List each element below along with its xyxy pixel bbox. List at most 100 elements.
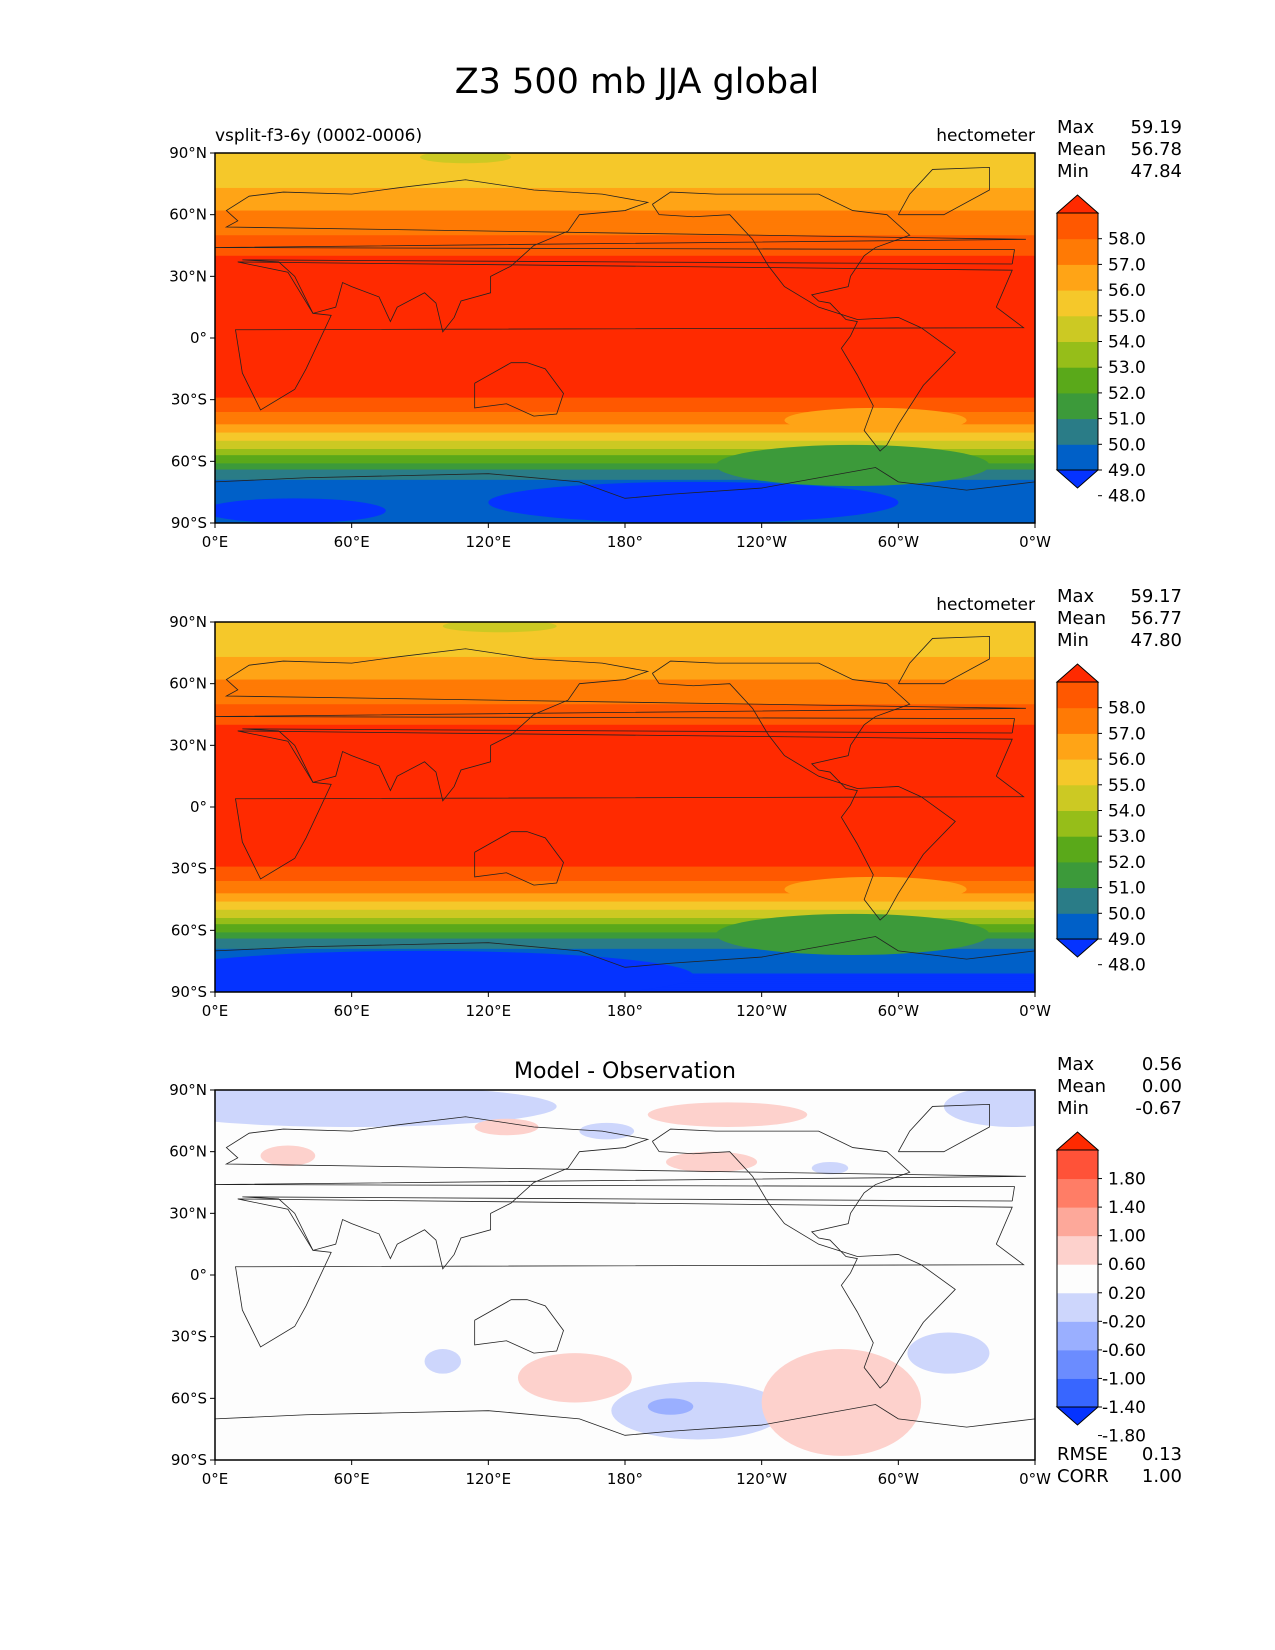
- stat-value: 59.17: [1130, 586, 1182, 607]
- y-tick-label: 60°N: [169, 1143, 207, 1161]
- field-band: [215, 700, 1035, 703]
- colorbar-segment: [1057, 913, 1098, 940]
- field-band: [215, 689, 1035, 693]
- figure-title: Z3 500 mb JJA global: [455, 62, 820, 102]
- field-band: [215, 342, 1035, 345]
- field-band: [215, 368, 1035, 372]
- coastline: [215, 179, 1026, 333]
- colorbar-label: 0.60: [1108, 1255, 1146, 1275]
- field-band: [215, 227, 1035, 230]
- x-tick-label: 120°W: [736, 533, 787, 551]
- field-band: [215, 272, 1035, 275]
- colorbar: 58.0 57.0 56.0 55.0 54.0 53.0 52.0 51.0 50.0 49.0…: [1055, 194, 1146, 507]
- field-band: [215, 379, 1035, 382]
- stat-name: Mean: [1057, 1076, 1106, 1097]
- field-band: [215, 298, 1035, 302]
- field-band: [215, 473, 1035, 477]
- stat-name: Min: [1057, 630, 1089, 651]
- field-band: [215, 850, 1035, 853]
- field-band: [215, 669, 1035, 672]
- coastline: [897, 635, 990, 685]
- colorbar-extend-high: [1055, 1131, 1100, 1151]
- colorbar-label: 1.00: [1108, 1227, 1146, 1247]
- field-band: [215, 403, 1035, 407]
- field-band: [215, 438, 1035, 442]
- field-band: [215, 350, 1035, 353]
- field-band: [215, 366, 1035, 370]
- field-band: [215, 177, 1035, 181]
- field-band: [215, 679, 1035, 683]
- field-band: [215, 944, 1035, 948]
- field-band: [215, 644, 1035, 648]
- field-band: [215, 194, 1035, 197]
- y-tick-label: 60°S: [171, 452, 207, 470]
- field-band: [215, 202, 1035, 205]
- field-anomaly: [611, 1381, 785, 1440]
- coastline: [215, 936, 1035, 992]
- field-band: [215, 903, 1035, 907]
- field-band: [215, 893, 1035, 896]
- panel-2: 0°E 60°E 120°E 180° 120°W 60°W 0°W 90°N 60°N 30°N…: [169, 586, 1182, 1020]
- x-tick-label: 120°E: [466, 1470, 512, 1488]
- field-band: [215, 696, 1035, 699]
- field-band: [215, 171, 1035, 175]
- stat-value: 59.19: [1130, 117, 1182, 138]
- field-band: [215, 276, 1035, 279]
- field-band: [215, 726, 1035, 730]
- field-band: [215, 383, 1035, 386]
- field-band: [215, 159, 1035, 162]
- stat-name: Mean: [1057, 139, 1106, 160]
- colorbar-label: -0.60: [1102, 1341, 1146, 1361]
- colorbar-segment: [1057, 759, 1098, 786]
- field-anomaly: [716, 444, 990, 487]
- field-band: [215, 763, 1035, 767]
- field-band: [215, 788, 1035, 792]
- field-band: [215, 656, 1035, 660]
- colorbar-label: 58.0: [1108, 230, 1146, 250]
- bottom-stat-value: 0.13: [1142, 1444, 1182, 1465]
- field-band: [215, 833, 1035, 837]
- colorbar-segment: [1057, 707, 1098, 734]
- field-band: [215, 399, 1035, 403]
- field-band: [215, 835, 1035, 839]
- coastline: [652, 1128, 956, 1389]
- field-band: [215, 418, 1035, 421]
- colorbar-segment: [1057, 341, 1098, 368]
- field-band: [215, 440, 1035, 444]
- x-tick-label: 0°E: [202, 533, 229, 551]
- field-band: [215, 878, 1035, 882]
- field-band: [215, 346, 1035, 349]
- x-tick-label: 60°W: [878, 533, 920, 551]
- field-band: [215, 251, 1035, 255]
- field-band: [215, 691, 1035, 695]
- panel-left-label: vsplit-f3-6y (0002-0006): [215, 126, 422, 146]
- field-band: [215, 321, 1035, 325]
- field-band: [215, 333, 1035, 337]
- field-band: [215, 798, 1035, 802]
- field-band: [215, 453, 1035, 456]
- colorbar-label: 1.80: [1108, 1170, 1146, 1190]
- colorbar-segment: [1057, 392, 1098, 420]
- colorbar-segment: [1057, 887, 1098, 914]
- field-anomaly: [761, 1349, 922, 1456]
- stat-value: 56.77: [1130, 608, 1182, 629]
- field-band: [215, 313, 1035, 316]
- field-anomaly: [907, 1332, 990, 1374]
- colorbar-segment: [1057, 1178, 1098, 1208]
- field-band: [215, 881, 1035, 884]
- field-band: [215, 290, 1035, 294]
- field-anomaly: [442, 622, 557, 633]
- field-band: [215, 323, 1035, 327]
- field-band: [215, 915, 1035, 919]
- field-band: [215, 739, 1035, 742]
- field-band: [215, 422, 1035, 425]
- field-anomaly: [647, 1102, 808, 1127]
- field-band: [215, 261, 1035, 265]
- field-band: [215, 338, 1035, 341]
- colorbar-segment: [1057, 810, 1098, 837]
- field-band: [215, 950, 1035, 954]
- field-band: [215, 344, 1035, 347]
- field-band: [215, 622, 1035, 625]
- field-band: [215, 471, 1035, 475]
- coastline: [215, 1116, 1026, 1270]
